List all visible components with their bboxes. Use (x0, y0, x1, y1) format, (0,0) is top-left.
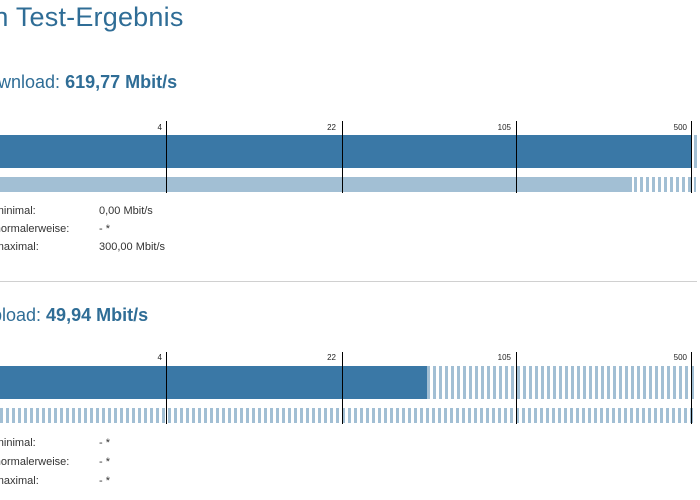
upload-range-stripes (427, 366, 696, 399)
upload-tickline-4 (166, 352, 167, 424)
upload-heading: pload: 49,94 Mbit/s (0, 305, 148, 326)
download-measured-bar (0, 135, 691, 168)
section-divider (0, 281, 697, 282)
download-max-range (634, 177, 696, 192)
download-tickline-105 (516, 121, 517, 193)
download-row-value: - * (99, 223, 110, 235)
upload-label: pload: (0, 305, 42, 325)
upload-tick-105: 105 (497, 353, 511, 362)
upload-speed: 49,94 Mbit/s (46, 305, 149, 325)
download-row-value: 0,00 Mbit/s (99, 205, 153, 217)
download-row-label: L minimal: (0, 205, 36, 217)
download-row-label: L maximal: (0, 241, 39, 253)
download-tick-500: 500 (673, 123, 687, 132)
download-guaranteed-bar (0, 177, 632, 192)
download-row-label: L normalerweise: (0, 223, 70, 235)
upload-tickline-500 (691, 352, 692, 424)
upload-row-label: L minimal: (0, 437, 36, 449)
upload-tick-4: 4 (157, 353, 162, 362)
download-tickline-22 (342, 121, 343, 193)
download-label: ownload: (0, 72, 61, 92)
download-tick-105: 105 (497, 123, 511, 132)
upload-row-label: L maximal: (0, 475, 39, 487)
upload-row-value: - * (99, 437, 110, 449)
upload-row-value: - * (99, 475, 110, 487)
download-tickline-500 (691, 121, 692, 193)
upload-row-label: L normalerweise: (0, 456, 70, 468)
upload-guaranteed-stripes (0, 408, 696, 423)
page-title: ein Test-Ergebnis (0, 2, 184, 32)
download-row-value: 300,00 Mbit/s (99, 241, 166, 253)
upload-tick-22: 22 (327, 353, 336, 362)
upload-tickline-22 (342, 352, 343, 424)
upload-tick-500: 500 (673, 353, 687, 362)
download-tickline-4 (166, 121, 167, 193)
upload-tickline-105 (516, 352, 517, 424)
upload-measured-bar (0, 366, 427, 399)
download-heading: ownload: 619,77 Mbit/s (0, 72, 177, 93)
download-scale-end (694, 135, 700, 168)
download-speed: 619,77 Mbit/s (65, 72, 178, 92)
download-tick-4: 4 (157, 123, 162, 132)
upload-row-value: - * (99, 456, 110, 468)
download-tick-22: 22 (327, 123, 336, 132)
